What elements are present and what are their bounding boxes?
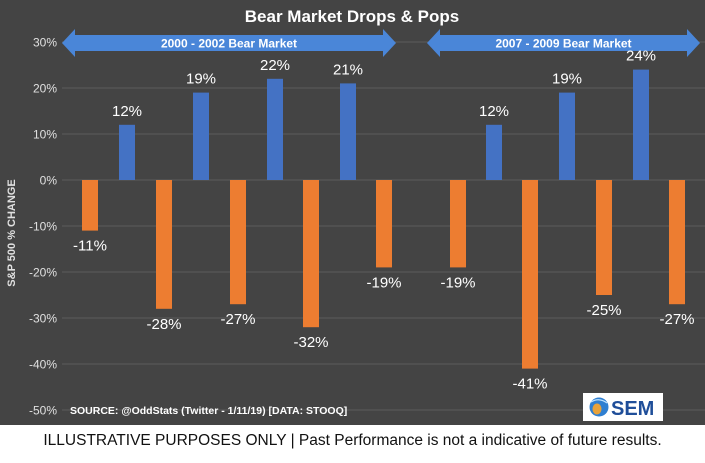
data-label: 24% — [626, 48, 656, 65]
data-label: 21% — [333, 61, 363, 78]
drop-bar — [376, 180, 392, 268]
chart-background — [0, 0, 705, 425]
data-label: -27% — [220, 311, 255, 328]
y-tick-label: 0% — [40, 174, 58, 188]
disclaimer: ILLUSTRATIVE PURPOSES ONLY | Past Perfor… — [43, 432, 662, 449]
drop-bar — [156, 180, 172, 309]
y-tick-label: 30% — [33, 36, 57, 50]
period-arrow — [427, 29, 700, 57]
chart-svg: 30% 20% 10% 0% -10% -20% -30% -40% -50% Bear Mark… — [0, 0, 705, 425]
globe-arc-icon — [590, 399, 608, 404]
period-arrow — [62, 29, 396, 57]
data-label: 22% — [260, 57, 290, 74]
source-note: SOURCE: @OddStats (Twitter - 1/11/19) [D… — [70, 405, 347, 417]
y-axis-label: S&P 500 % CHANGE — [6, 179, 18, 286]
drop-bar — [596, 180, 612, 295]
data-label: 19% — [186, 71, 216, 88]
drop-bar — [669, 180, 685, 305]
data-label: -19% — [440, 274, 475, 291]
data-label: 19% — [552, 71, 582, 88]
data-label: -27% — [659, 311, 694, 328]
data-label: -11% — [73, 238, 107, 255]
pop-bar — [633, 69, 649, 180]
drop-bar — [303, 180, 319, 328]
pop-bar — [267, 78, 283, 180]
data-label: 12% — [112, 103, 142, 120]
y-tick-label: -40% — [29, 358, 57, 372]
globe-land-icon — [592, 403, 602, 415]
y-tick-label: 10% — [33, 128, 57, 142]
y-tick-label: -20% — [29, 266, 57, 280]
period-label: 2007 - 2009 Bear Market — [495, 37, 631, 51]
y-tick-label: -30% — [29, 312, 57, 326]
pop-bar — [193, 92, 209, 180]
period-label: 2000 - 2002 Bear Market — [161, 37, 297, 51]
data-label: -32% — [293, 334, 328, 351]
pop-bar — [559, 92, 575, 180]
drop-bar — [450, 180, 466, 268]
data-label: -19% — [366, 274, 401, 291]
chart-title: Bear Market Drops & Pops — [245, 7, 459, 26]
y-tick-label: -10% — [29, 220, 57, 234]
y-tick-label: 20% — [33, 82, 57, 96]
chart: 30% 20% 10% 0% -10% -20% -30% -40% -50% Bear Mark… — [0, 0, 705, 425]
data-label: -25% — [586, 302, 621, 319]
y-tick-label: -50% — [29, 404, 57, 418]
pop-bar — [486, 124, 502, 180]
logo-text: SEM — [611, 398, 654, 420]
data-label: -28% — [146, 316, 181, 333]
drop-bar — [522, 180, 538, 369]
data-label: 12% — [479, 103, 509, 120]
data-label: -41% — [512, 376, 547, 393]
pop-bar — [119, 124, 135, 180]
pop-bar — [340, 83, 356, 180]
drop-bar — [82, 180, 98, 231]
drop-bar — [230, 180, 246, 305]
